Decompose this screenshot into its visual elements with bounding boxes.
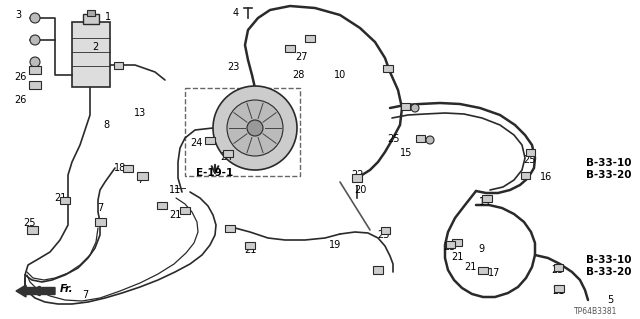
Bar: [381, 226, 390, 234]
Text: 21: 21: [169, 210, 181, 220]
Text: 21: 21: [54, 193, 66, 203]
Text: 24: 24: [220, 152, 232, 162]
FancyArrow shape: [16, 285, 55, 297]
Bar: [352, 174, 362, 182]
Text: 21: 21: [464, 262, 476, 272]
Text: 21: 21: [244, 245, 256, 255]
Text: 1: 1: [105, 12, 111, 22]
Bar: [185, 88, 300, 176]
Text: 21: 21: [451, 252, 463, 262]
Bar: [554, 285, 564, 292]
Text: 12: 12: [224, 225, 236, 235]
Bar: [383, 64, 393, 71]
Text: 25: 25: [551, 265, 563, 275]
Bar: [478, 266, 488, 273]
Bar: [554, 263, 563, 271]
Text: 15: 15: [400, 148, 412, 158]
Text: 27: 27: [296, 52, 308, 62]
Bar: [72, 22, 110, 87]
Bar: [445, 241, 454, 248]
Text: 26: 26: [14, 95, 26, 105]
Circle shape: [30, 57, 40, 67]
Bar: [225, 225, 235, 232]
Text: 22: 22: [352, 170, 364, 180]
Text: B-33-10: B-33-10: [586, 158, 632, 168]
Circle shape: [30, 35, 40, 45]
Text: B-33-20: B-33-20: [586, 170, 632, 180]
Bar: [452, 239, 462, 246]
Text: 7: 7: [137, 175, 143, 185]
Text: B-33-10: B-33-10: [586, 255, 632, 265]
Circle shape: [30, 13, 40, 23]
Circle shape: [213, 86, 297, 170]
Bar: [285, 44, 295, 51]
Text: 7: 7: [82, 290, 88, 300]
Circle shape: [247, 120, 263, 136]
Bar: [180, 206, 190, 213]
Text: 25: 25: [524, 155, 536, 165]
Text: 19: 19: [329, 240, 341, 250]
Text: 26: 26: [14, 72, 26, 82]
Text: 13: 13: [134, 108, 146, 118]
Bar: [95, 218, 106, 226]
Text: E-19-1: E-19-1: [196, 168, 234, 178]
Bar: [87, 10, 95, 16]
Text: Fr.: Fr.: [60, 284, 74, 294]
Bar: [29, 81, 41, 89]
Text: TP64B3381: TP64B3381: [574, 307, 618, 316]
Bar: [245, 241, 255, 249]
Text: 9: 9: [478, 244, 484, 254]
Bar: [157, 202, 167, 209]
Text: 28: 28: [292, 70, 304, 80]
Text: 11: 11: [169, 185, 181, 195]
Text: 17: 17: [488, 268, 500, 278]
Text: 21: 21: [552, 286, 564, 296]
Text: 3: 3: [15, 10, 21, 20]
Bar: [60, 197, 70, 204]
Text: 25: 25: [388, 134, 400, 144]
Text: 25: 25: [443, 242, 455, 252]
Circle shape: [227, 100, 283, 156]
Bar: [373, 266, 383, 274]
Text: 4: 4: [233, 8, 239, 18]
Text: 8: 8: [103, 120, 109, 130]
Circle shape: [411, 104, 419, 112]
Bar: [305, 34, 315, 41]
Text: 2: 2: [92, 42, 98, 52]
Bar: [223, 150, 233, 157]
Bar: [401, 102, 410, 109]
Circle shape: [426, 136, 434, 144]
Text: 24: 24: [190, 138, 202, 148]
Text: 6: 6: [374, 267, 380, 277]
Text: 14: 14: [479, 197, 491, 207]
Text: 18: 18: [114, 163, 126, 173]
Bar: [123, 165, 133, 172]
Text: B-33-20: B-33-20: [586, 267, 632, 277]
Bar: [415, 135, 424, 142]
Bar: [29, 66, 41, 74]
Bar: [525, 149, 534, 155]
Bar: [113, 62, 122, 69]
Bar: [520, 172, 529, 179]
Text: 25: 25: [378, 230, 390, 240]
Bar: [26, 226, 38, 234]
Text: 7: 7: [97, 203, 103, 213]
Text: 10: 10: [334, 70, 346, 80]
Text: 23: 23: [227, 62, 239, 72]
Text: 16: 16: [540, 172, 552, 182]
Text: 5: 5: [607, 295, 613, 305]
Bar: [83, 14, 99, 24]
Bar: [482, 195, 492, 202]
Text: 20: 20: [354, 185, 366, 195]
Bar: [136, 172, 147, 180]
Text: 25: 25: [24, 218, 36, 228]
Bar: [205, 137, 215, 144]
